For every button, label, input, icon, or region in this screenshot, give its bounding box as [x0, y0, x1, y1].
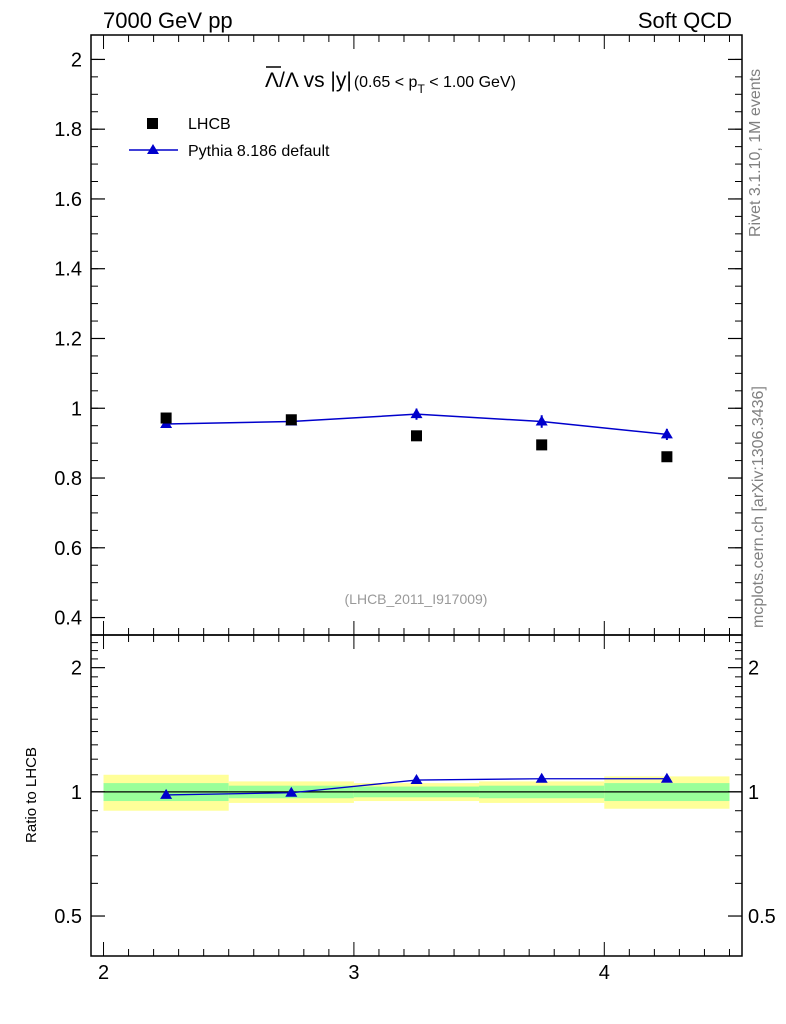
main-ytick-label: 1.4: [54, 259, 82, 281]
pythia-point: [535, 415, 548, 426]
title-antilambda: Λ: [265, 69, 279, 92]
legend: LHCB Pythia 8.186 default: [129, 116, 330, 160]
lhcb-point: [411, 430, 422, 442]
main-ytick-label: 0.8: [54, 468, 82, 490]
legend-label-pythia: Pythia 8.186 default: [188, 143, 330, 160]
ratio-pythia-point: [410, 774, 423, 785]
main-ytick-label: 2: [71, 49, 82, 71]
main-panel: 0.4 0.6 0.8 1 1.2 1.4 1.6 1.8 2: [54, 35, 742, 635]
ratio-ytick-label-right: 1: [748, 782, 759, 804]
lhcb-point: [160, 412, 172, 424]
chart-title: Λ/Λ vs |y| (0.65 < pT < 1.00 GeV): [265, 69, 516, 96]
pythia-point: [410, 408, 423, 419]
legend-marker-pythia: [147, 144, 159, 154]
ratio-pythia-point: [285, 786, 298, 797]
ratio-ytick-label: 2: [71, 658, 82, 680]
main-ytick-label: 1.6: [54, 189, 82, 211]
ratio-ytick-label-right: 2: [748, 658, 759, 680]
xtick-label: 2: [98, 962, 109, 984]
title-range-post: < 1.00 GeV): [425, 74, 516, 91]
ratio-pythia-point: [660, 772, 673, 783]
ratio-ylabel: Ratio to LHCB: [23, 747, 40, 843]
legend-label-lhcb: LHCB: [188, 116, 231, 133]
ratio-panel-frame: [90, 634, 743, 957]
side-text-rivet: Rivet 3.1.10, 1M events: [747, 69, 764, 237]
ratio-pythia-point: [160, 788, 173, 799]
ratio-pythia-point: [535, 772, 548, 783]
header-right: Soft QCD: [638, 8, 732, 33]
ratio-panel: 0.5 0.5 1 1 2 2 2 3 4: [54, 635, 776, 984]
ratio-ytick-label: 1: [71, 782, 82, 804]
ratio-ytick-label: 0.5: [54, 906, 82, 928]
lhcb-point: [661, 451, 673, 463]
xtick-label: 3: [348, 962, 359, 984]
main-ytick-label: 0.6: [54, 538, 82, 560]
main-ytick-label: 1: [71, 398, 82, 420]
xtick-label: 4: [599, 962, 610, 984]
legend-marker-lhcb: [147, 118, 158, 129]
title-range-pre: (0.65 < p: [354, 74, 418, 91]
title-range-sub: T: [417, 82, 425, 96]
lhcb-point: [536, 439, 548, 451]
analysis-watermark: (LHCB_2011_I917009): [345, 591, 488, 607]
side-text-mcplots: mcplots.cern.ch [arXiv:1306.3436]: [750, 386, 767, 628]
header-left: 7000 GeV pp: [103, 8, 233, 33]
main-ytick-label: 1.8: [54, 119, 82, 141]
main-ytick-label: 0.4: [54, 608, 82, 630]
pythia-point: [660, 428, 673, 439]
title-rest: /Λ vs |y|: [279, 69, 352, 92]
main-ytick-label: 1.2: [54, 328, 82, 350]
ratio-ytick-label-right: 0.5: [748, 906, 776, 928]
lhcb-point: [285, 414, 297, 426]
